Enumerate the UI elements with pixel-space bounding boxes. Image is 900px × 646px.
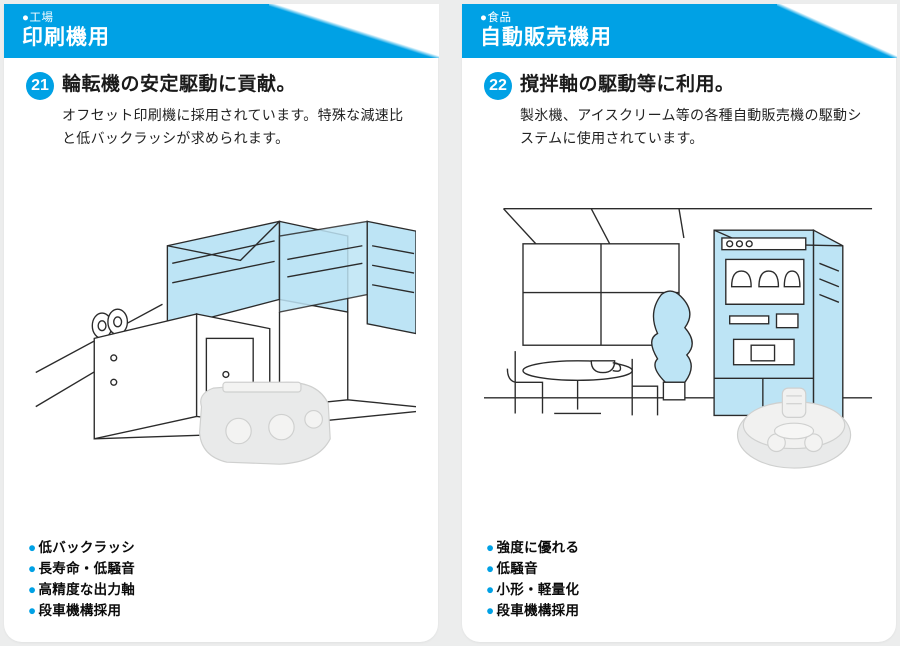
description: 製氷機、アイスクリーム等の各種自動販売機の駆動システムに使用されています。 (520, 104, 874, 149)
feature-list: ●低バックラッシ ●長寿命・低騒音 ●高精度な出力軸 ●段車機構採用 (4, 506, 438, 642)
feature-text: 高精度な出力軸 (38, 582, 135, 597)
card-body: 22 撹拌軸の駆動等に利用。 製氷機、アイスクリーム等の各種自動販売機の駆動シス… (462, 58, 896, 506)
feature-item: ●低騒音 (486, 559, 872, 580)
card-container: ●工場 印刷機用 21 輪転機の安定駆動に貢献。 オフセット印刷機に採用されてい… (4, 4, 896, 642)
feature-item: ●長寿命・低騒音 (28, 559, 414, 580)
feature-text: 長寿命・低騒音 (38, 561, 135, 576)
feature-text: 低騒音 (496, 561, 537, 576)
card-header: ●食品 自動販売機用 (462, 4, 896, 58)
headline: 撹拌軸の駆動等に利用。 (520, 72, 735, 99)
category-label: ●工場 (22, 9, 420, 25)
card-header: ●工場 印刷機用 (4, 4, 438, 58)
feature-item: ●段車機構採用 (28, 601, 414, 622)
printing-press-icon (26, 159, 416, 498)
feature-item: ●段車機構採用 (486, 601, 872, 622)
card-printing: ●工場 印刷機用 21 輪転機の安定駆動に貢献。 オフセット印刷機に採用されてい… (4, 4, 438, 642)
application-title: 自動販売機用 (480, 25, 878, 51)
feature-text: 低バックラッシ (38, 540, 135, 555)
vending-machine-icon (484, 159, 874, 498)
feature-item: ●強度に優れる (486, 538, 872, 559)
feature-item: ●高精度な出力軸 (28, 580, 414, 601)
category-label: ●食品 (480, 9, 878, 25)
feature-text: 段車機構採用 (496, 603, 579, 618)
feature-text: 強度に優れる (496, 540, 579, 555)
number-badge: 22 (484, 72, 512, 100)
card-vending: ●食品 自動販売機用 22 撹拌軸の駆動等に利用。 製氷機、アイスクリーム等の各… (462, 4, 896, 642)
feature-text: 段車機構採用 (38, 603, 121, 618)
description: オフセット印刷機に採用されています。特殊な減速比と低バックラッシが求められます。 (62, 104, 416, 149)
card-body: 21 輪転機の安定駆動に貢献。 オフセット印刷機に採用されています。特殊な減速比… (4, 58, 438, 506)
feature-text: 小形・軽量化 (496, 582, 579, 597)
feature-list: ●強度に優れる ●低騒音 ●小形・軽量化 ●段車機構採用 (462, 506, 896, 642)
illustration-printing-press (26, 159, 416, 498)
headline-row: 22 撹拌軸の駆動等に利用。 (484, 72, 874, 100)
application-title: 印刷機用 (22, 25, 420, 51)
feature-item: ●小形・軽量化 (486, 580, 872, 601)
feature-item: ●低バックラッシ (28, 538, 414, 559)
number-badge: 21 (26, 72, 54, 100)
headline-row: 21 輪転機の安定駆動に貢献。 (26, 72, 416, 100)
illustration-vending-machine (484, 159, 874, 498)
headline: 輪転機の安定駆動に貢献。 (62, 72, 296, 99)
